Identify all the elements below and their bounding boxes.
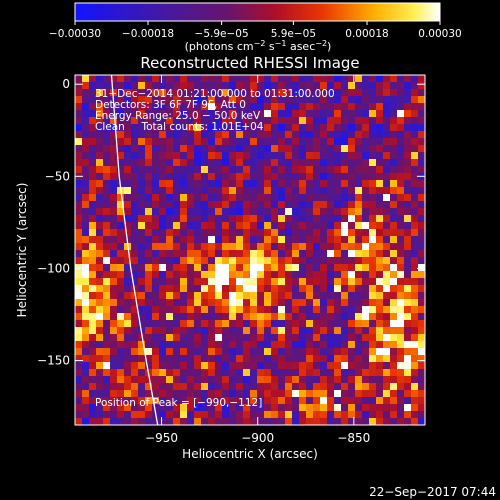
generated-timestamp: 22−Sep−2017 07:44 <box>369 485 496 499</box>
annotation-energy-range: Energy Range: 25.0 − 50.0 keV <box>95 110 261 122</box>
y-axis-label: Heliocentric Y (arcsec) <box>15 183 29 318</box>
y-axis-ticks: 0 −50 −100 −150 <box>37 77 425 368</box>
x-axis-label: Heliocentric X (arcsec) <box>182 447 318 461</box>
heatmap-image <box>75 75 425 425</box>
annotation-peak-position: Position of Peak = [−990,−112] <box>95 397 262 409</box>
colorbar-tick-label: −5.9e−05 <box>195 28 249 40</box>
y-tick-label: −50 <box>45 169 70 183</box>
colorbar-tick-label: 0.00030 <box>418 28 461 40</box>
annotation-detectors: Detectors: 3F 6F 7F 9F, Att 0 <box>95 99 246 111</box>
y-tick-label: −150 <box>37 354 70 368</box>
annotation-clean-counts: Clean Total counts: 1.01E+04 <box>95 121 264 133</box>
colorbar: −0.00030 −0.00018 −5.9e−05 5.9e−05 0.00018 0.… <box>49 2 462 53</box>
x-tick-label: −850 <box>337 431 370 445</box>
colorbar-ticks: −0.00030 −0.00018 −5.9e−05 5.9e−05 0.00018 0.… <box>49 21 462 40</box>
colorbar-tick-label: −0.00018 <box>122 28 174 40</box>
colorbar-tick-label: 0.00018 <box>345 28 388 40</box>
chart-title: Reconstructed RHESSI Image <box>140 54 359 72</box>
plot-frame <box>74 74 426 426</box>
y-tick-label: −100 <box>37 261 70 275</box>
x-axis-ticks: −950 −900 −850 <box>145 75 370 445</box>
plot-area: −950 −900 −850 0 −50 −100 −150 <box>37 74 426 445</box>
y-tick-label: 0 <box>62 77 70 91</box>
x-tick-label: −950 <box>145 431 178 445</box>
colorbar-frame <box>74 2 441 22</box>
colorbar-tick-label: 5.9e−05 <box>271 28 316 40</box>
colorbar-units: (photons cm−2 s−1 asec−2) <box>185 39 332 53</box>
solar-limb-line <box>110 75 159 425</box>
colorbar-tick-label: −0.00030 <box>49 28 101 40</box>
colorbar-gradient <box>75 3 440 21</box>
annotations: 31−Dec−2014 01:21:00.000 to 01:31:00.000… <box>95 88 335 409</box>
x-tick-label: −900 <box>241 431 274 445</box>
annotation-time-range: 31−Dec−2014 01:21:00.000 to 01:31:00.000 <box>95 88 335 100</box>
